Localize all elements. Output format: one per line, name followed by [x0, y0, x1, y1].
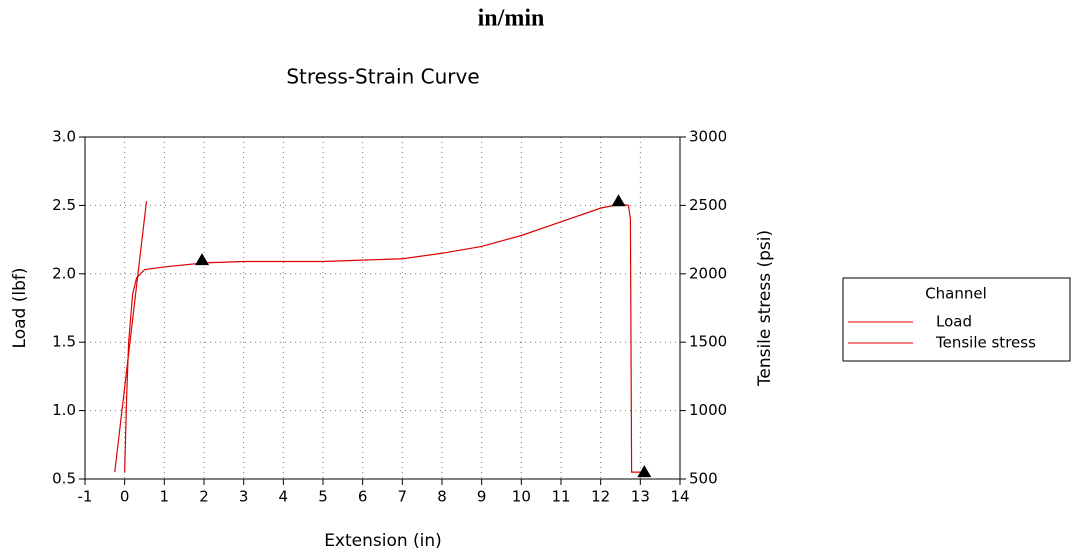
x-tick-label: 0 — [120, 488, 130, 506]
marker — [637, 465, 652, 478]
x-tick-label: 13 — [631, 488, 650, 506]
y2-tick-label: 2000 — [689, 264, 727, 282]
plot-frame — [84, 136, 681, 480]
y2-tick-label: 3000 — [689, 128, 727, 146]
x-tick-label: 8 — [437, 488, 447, 506]
x-tick-label: 4 — [279, 488, 289, 506]
x-tick-label: 11 — [551, 488, 570, 506]
x-axis-label: Extension (in) — [324, 531, 442, 551]
y-axis-label: Load (lbf) — [10, 268, 30, 349]
x-tick-label: 1 — [160, 488, 170, 506]
header: in/min — [478, 6, 545, 32]
x-tick-label: 7 — [398, 488, 408, 506]
y-tick-label: 2.5 — [52, 196, 76, 214]
y-tick-label: 0.5 — [52, 470, 76, 488]
series-line — [114, 201, 148, 473]
chart-title: Stress-Strain Curve — [286, 65, 479, 89]
marker — [611, 194, 626, 207]
legend-title: Channel — [925, 285, 987, 303]
x-tick-label: 2 — [199, 488, 209, 506]
x-tick-label: 10 — [512, 488, 531, 506]
y-tick-label: 1.5 — [52, 333, 76, 351]
x-tick-label: 12 — [591, 488, 610, 506]
legend-box — [842, 277, 1071, 362]
y2-tick-label: 500 — [689, 470, 718, 488]
x-tick-label: 9 — [477, 488, 487, 506]
y2-tick-label: 1000 — [689, 401, 727, 419]
series-line — [124, 203, 645, 473]
y2-axis-label: Tensile stress (psi) — [755, 230, 775, 387]
x-tick-label: 14 — [670, 488, 689, 506]
marker — [195, 253, 210, 266]
y-tick-label: 2.0 — [52, 264, 76, 282]
y2-tick-label: 1500 — [689, 333, 727, 351]
x-tick-label: 3 — [239, 488, 249, 506]
y-tick-label: 3.0 — [52, 128, 76, 146]
legend-label: Load — [936, 313, 972, 331]
y-tick-label: 1.0 — [52, 401, 76, 419]
x-tick-label: 6 — [358, 488, 368, 506]
legend-label: Tensile stress — [935, 334, 1036, 352]
x-tick-label: 5 — [318, 488, 328, 506]
x-tick-label: -1 — [78, 488, 93, 506]
y2-tick-label: 2500 — [689, 196, 727, 214]
